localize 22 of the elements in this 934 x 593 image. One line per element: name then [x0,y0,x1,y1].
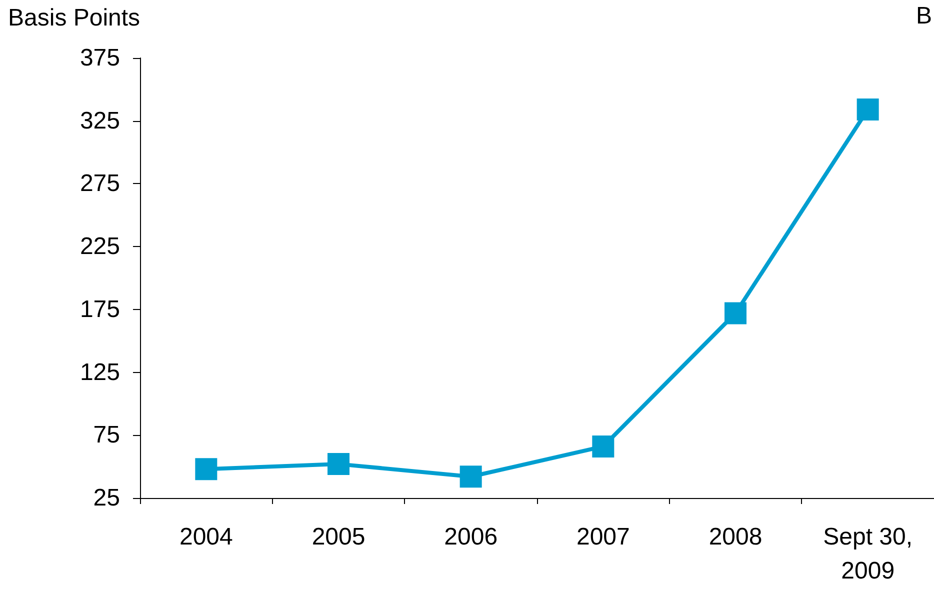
point [856,98,879,121]
point [195,458,218,480]
x-tick-label: 2005 [312,524,366,550]
point [592,435,614,458]
text: B [916,2,932,30]
point [724,302,746,324]
y-tick-label: 25 [93,484,120,512]
y-tick-label: 275 [80,170,120,198]
y-tick-label: 325 [80,107,120,134]
x-tick-label: 2007 [576,524,630,550]
x-tick-label: 2008 [708,524,762,550]
y-tick-label: 75 [93,422,120,449]
x-tick-label: 2004 [179,524,233,550]
y-tick-label: 375 [80,44,120,72]
point [328,453,350,476]
y-tick-label: 225 [80,233,120,260]
y-tick-label: 125 [80,358,120,386]
point [460,466,482,488]
y-tick-label: 175 [80,296,120,323]
x-tick-label: 2006 [444,524,498,550]
x-tick-label: Sept 30, 2009 [823,524,913,584]
y-axis-title: Basis Points [8,4,140,32]
